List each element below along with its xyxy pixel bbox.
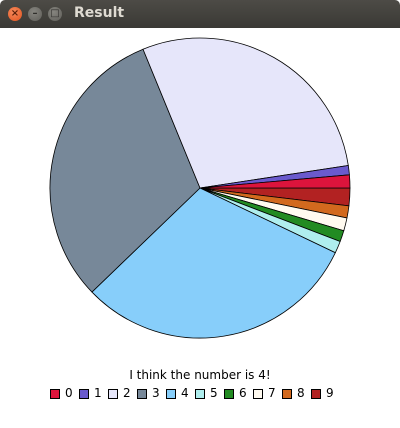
- legend-label-6: 6: [239, 386, 247, 400]
- legend-label-5: 5: [210, 386, 218, 400]
- legend-swatch-0: [50, 389, 60, 399]
- legend-swatch-6: [224, 389, 234, 399]
- legend-swatch-3: [137, 389, 147, 399]
- pie-chart: [49, 37, 351, 339]
- result-caption: I think the number is 4!: [129, 368, 271, 382]
- legend-label-9: 9: [326, 386, 334, 400]
- legend-label-7: 7: [268, 386, 276, 400]
- legend-swatch-7: [253, 389, 263, 399]
- pie-slice-3: [49, 48, 201, 293]
- pie-slice-4: [91, 187, 336, 339]
- legend-label-1: 1: [94, 386, 102, 400]
- legend-label-2: 2: [123, 386, 131, 400]
- legend-label-3: 3: [152, 386, 160, 400]
- legend-label-0: 0: [65, 386, 73, 400]
- chart-area: I think the number is 4! 0 1 2 3 4 5 6 7 8 9: [0, 28, 400, 428]
- legend-swatch-8: [282, 389, 292, 399]
- legend-label-4: 4: [181, 386, 189, 400]
- legend-swatch-5: [195, 389, 205, 399]
- pie-slice-2: [142, 37, 349, 189]
- legend-label-8: 8: [297, 386, 305, 400]
- maximize-window-button[interactable]: □: [48, 7, 62, 21]
- pie-slice-0: [199, 174, 351, 189]
- legend-swatch-1: [79, 389, 89, 399]
- window-titlebar[interactable]: × – □ Result: [0, 0, 400, 28]
- legend-swatch-9: [311, 389, 321, 399]
- close-window-button[interactable]: ×: [8, 7, 22, 21]
- legend-swatch-4: [166, 389, 176, 399]
- window-title: Result: [74, 5, 125, 21]
- legend-swatch-2: [108, 389, 118, 399]
- minimize-window-button[interactable]: –: [28, 7, 42, 21]
